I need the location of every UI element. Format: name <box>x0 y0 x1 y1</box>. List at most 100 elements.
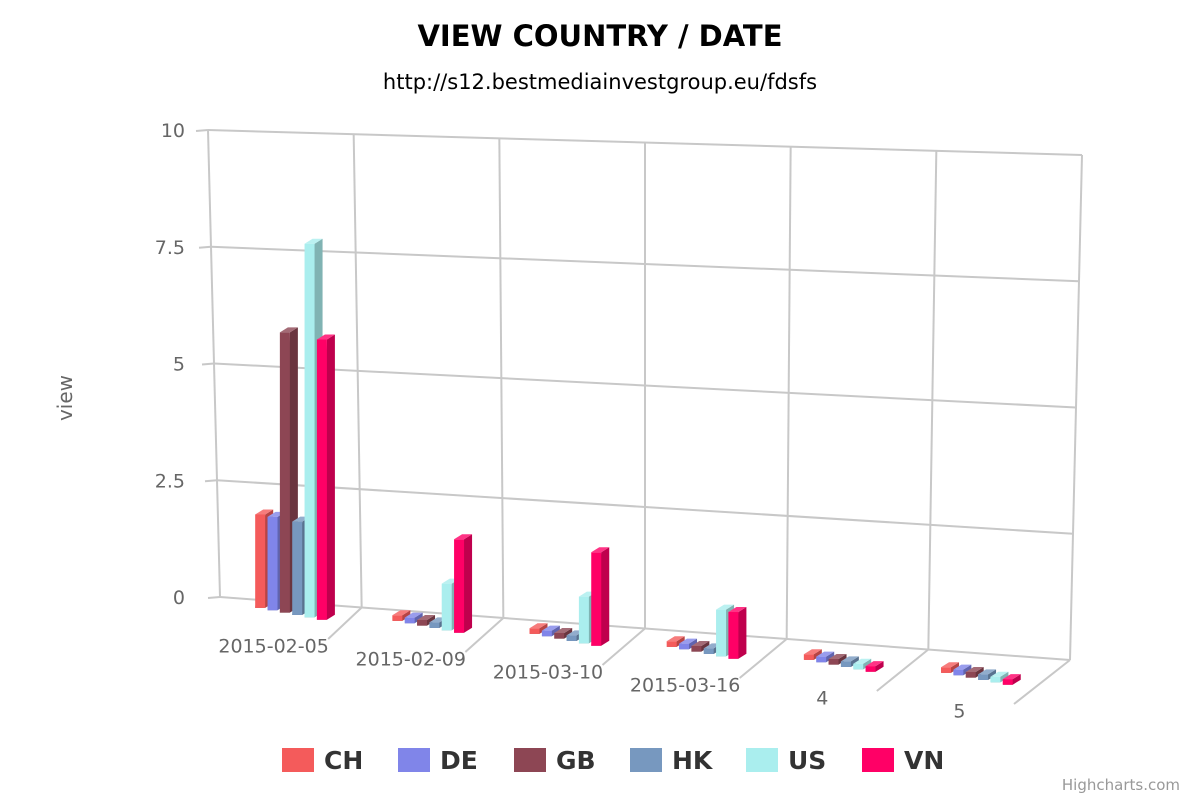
bar-front <box>941 667 952 673</box>
bar-front <box>255 514 266 608</box>
bar-front <box>691 645 702 652</box>
bar-top <box>666 636 685 642</box>
bar-front <box>267 516 278 611</box>
bar-top <box>828 653 847 659</box>
legend: CH DE GB HK US VN <box>282 746 944 775</box>
bar-vn-2015-03-10[interactable] <box>591 547 610 646</box>
bar-front <box>816 656 827 663</box>
bar-top <box>679 638 698 644</box>
bar-front <box>404 617 415 624</box>
y-axis-title: view <box>53 375 77 421</box>
bar-vn-4[interactable] <box>865 661 884 672</box>
bar-top <box>728 607 747 613</box>
bar-top <box>853 658 872 664</box>
bar-front <box>441 583 452 631</box>
bar-top <box>316 334 335 340</box>
gridline-x <box>352 134 363 608</box>
bar-top <box>865 661 884 667</box>
legend-swatch <box>862 748 894 772</box>
legend-label: DE <box>440 746 478 775</box>
bar-top <box>304 238 323 244</box>
bar-front <box>953 669 964 676</box>
bar-top <box>1002 674 1021 680</box>
bar-vn-2015-02-05[interactable] <box>316 334 335 620</box>
bar-front <box>853 663 864 670</box>
bar-front <box>529 628 540 634</box>
bars <box>255 238 1021 685</box>
bar-top <box>816 651 835 657</box>
floor-divider <box>464 617 505 653</box>
y-axis-ticks: 0 2.5 5 7.5 10 <box>155 120 185 609</box>
bar-front <box>541 630 552 637</box>
bar-top <box>691 640 710 646</box>
bar-front <box>728 612 739 659</box>
gridline-x <box>927 150 938 650</box>
legend-label: CH <box>324 746 363 775</box>
credits[interactable]: Highcharts.com <box>1062 776 1180 794</box>
legend-item-hk[interactable]: HK <box>630 746 714 775</box>
legend-item-vn[interactable]: VN <box>862 746 944 775</box>
chart-subtitle: http://s12.bestmediainvestgroup.eu/fdsfs <box>383 70 817 94</box>
x-tick-label: 4 <box>816 688 828 710</box>
y-tick-label: 10 <box>161 120 185 142</box>
y-tick-mark <box>198 245 212 249</box>
x-tick-label: 2015-03-10 <box>493 662 603 684</box>
bar-top <box>541 625 560 631</box>
floor-divider <box>739 638 788 679</box>
bar-vn-5[interactable] <box>1002 674 1021 685</box>
bar-front <box>554 632 565 639</box>
bar-front <box>279 332 290 613</box>
x-tick-label: 2015-02-05 <box>218 636 328 658</box>
y-tick-label: 0 <box>173 587 185 609</box>
bar-top <box>965 666 984 672</box>
bar-front <box>978 674 989 680</box>
legend-item-us[interactable]: US <box>746 746 826 775</box>
bar-front <box>591 552 602 646</box>
bar-front <box>803 654 814 660</box>
bar-front <box>1002 679 1013 685</box>
bar-top <box>454 534 473 540</box>
y-tick-mark <box>207 596 221 599</box>
gridline-x <box>1069 154 1083 661</box>
bar-front <box>304 243 315 618</box>
bar-top <box>990 671 1009 677</box>
bar-vn-2015-03-16[interactable] <box>728 607 747 659</box>
bar-front <box>578 596 589 644</box>
bar-top <box>255 509 274 515</box>
legend-label: US <box>788 746 826 775</box>
legend-label: HK <box>672 746 714 775</box>
bar-front <box>392 615 403 621</box>
bar-top <box>978 669 997 675</box>
bar-top <box>840 656 859 662</box>
floor-divider <box>1013 659 1071 705</box>
bar-front <box>840 661 851 667</box>
y-tick-label: 7.5 <box>155 237 185 259</box>
bar-top <box>803 649 822 655</box>
legend-swatch <box>746 748 778 772</box>
bar-front <box>828 658 839 665</box>
legend-swatch <box>630 748 662 772</box>
bar-side <box>1002 674 1021 685</box>
bar-front <box>679 643 690 650</box>
bar-front <box>965 671 976 678</box>
y-tick-mark <box>204 479 218 483</box>
y-tick-label: 2.5 <box>155 470 185 492</box>
x-tick-label: 2015-03-16 <box>630 675 740 697</box>
bar-front <box>566 635 577 641</box>
legend-item-de[interactable]: DE <box>398 746 478 775</box>
x-tick-label: 2015-02-09 <box>356 649 466 671</box>
legend-item-ch[interactable]: CH <box>282 746 363 775</box>
legend-item-gb[interactable]: GB <box>514 746 596 775</box>
bar-vn-2015-02-09[interactable] <box>454 534 473 633</box>
bar-front <box>454 539 465 633</box>
bar-front <box>703 648 714 654</box>
bar-top <box>417 614 436 620</box>
bar-top <box>591 547 610 553</box>
bar-front <box>666 641 677 647</box>
bar-front <box>865 666 876 672</box>
y-tick-label: 5 <box>173 354 185 376</box>
bar-front <box>716 609 727 657</box>
bar-top <box>529 623 548 629</box>
bar-front <box>990 676 1001 683</box>
floor-divider <box>876 648 929 692</box>
